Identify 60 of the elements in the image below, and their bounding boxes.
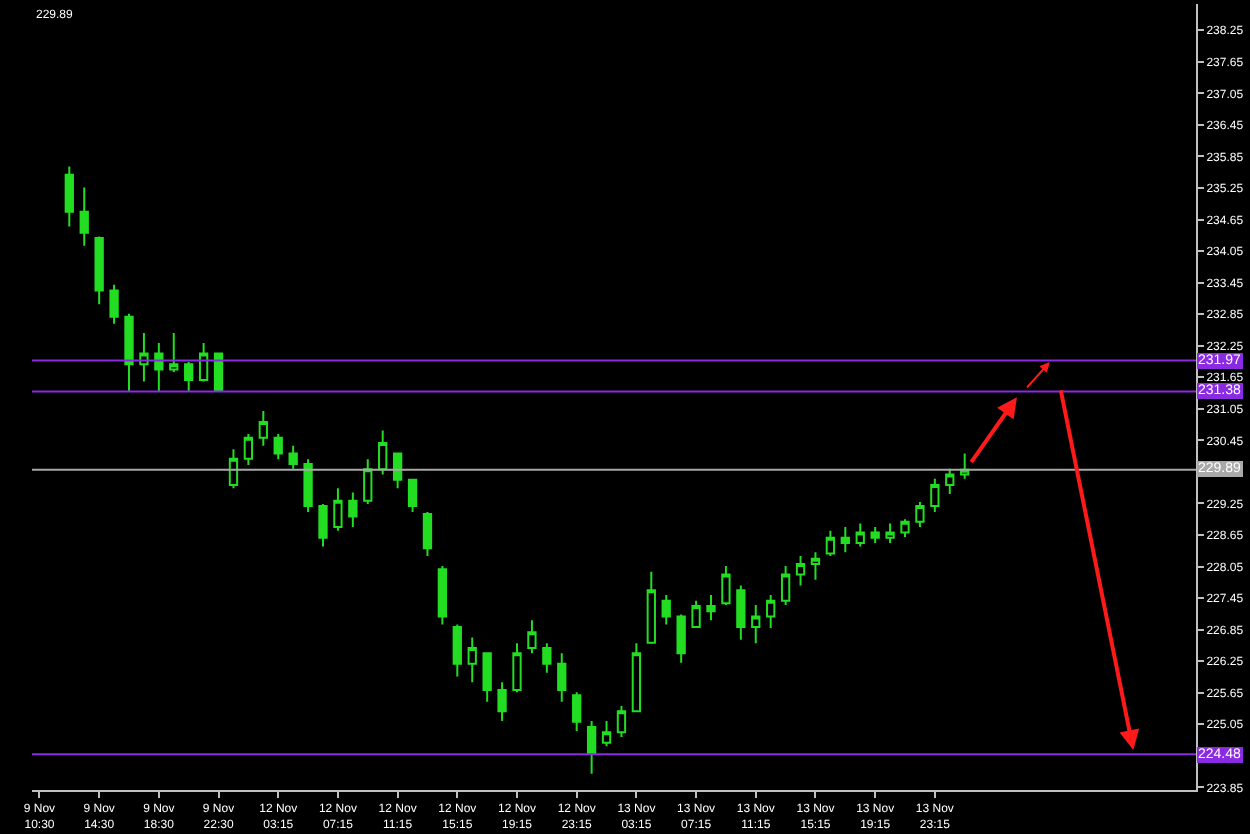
candlestick — [795, 555, 806, 587]
candlestick — [139, 332, 149, 383]
candlestick — [437, 565, 448, 626]
candlestick — [825, 529, 836, 558]
candlestick — [945, 467, 955, 495]
candlestick — [870, 526, 880, 544]
candlestick — [930, 477, 940, 513]
candlestick — [228, 448, 239, 490]
candlestick — [198, 342, 209, 383]
candlestick — [780, 565, 791, 606]
candlestick — [915, 500, 925, 529]
candlestick — [855, 522, 865, 548]
candlestick — [586, 720, 597, 775]
candlestick — [94, 235, 104, 306]
candlestick — [124, 312, 134, 393]
candlestick — [512, 642, 522, 694]
candlestick — [482, 652, 492, 703]
candlestick — [676, 613, 686, 664]
candlestick — [407, 477, 418, 513]
candlestick — [497, 681, 507, 723]
candlestick — [109, 283, 119, 325]
candlestick — [169, 332, 179, 374]
candlestick — [79, 186, 89, 247]
candlestick — [557, 652, 567, 703]
candlestick — [736, 584, 746, 641]
candlestick — [303, 458, 313, 513]
candlestick — [422, 510, 433, 558]
candlestick — [960, 452, 970, 480]
candlestick — [900, 518, 910, 539]
candlestick — [467, 636, 477, 684]
candlestick — [348, 491, 358, 529]
candlestick — [691, 599, 701, 630]
candlestick — [810, 551, 821, 581]
candlestick — [646, 570, 656, 645]
candlestick — [840, 526, 850, 554]
candlestick — [751, 603, 761, 645]
candlestick — [392, 452, 403, 490]
candlestick — [885, 522, 895, 544]
candlestick — [154, 342, 164, 393]
candlestick — [333, 487, 343, 532]
candlestick — [378, 429, 388, 476]
candlestick — [706, 593, 716, 622]
candlestick — [452, 623, 462, 678]
candlestick — [721, 565, 731, 606]
candlestick — [243, 433, 254, 467]
candlestick — [661, 593, 671, 626]
candlestick — [318, 503, 328, 548]
candlestick — [542, 642, 552, 674]
candlestick — [64, 165, 74, 228]
candlestick — [631, 642, 642, 713]
candlestick — [184, 361, 194, 393]
candlestick — [288, 444, 298, 470]
candlestick — [363, 458, 373, 505]
candlestick — [616, 704, 627, 738]
candlestick — [527, 619, 537, 655]
candlestick — [601, 720, 612, 748]
candlestick — [766, 593, 776, 630]
candlestick — [273, 433, 283, 461]
candlestick — [258, 409, 268, 447]
candlestick — [572, 691, 582, 733]
